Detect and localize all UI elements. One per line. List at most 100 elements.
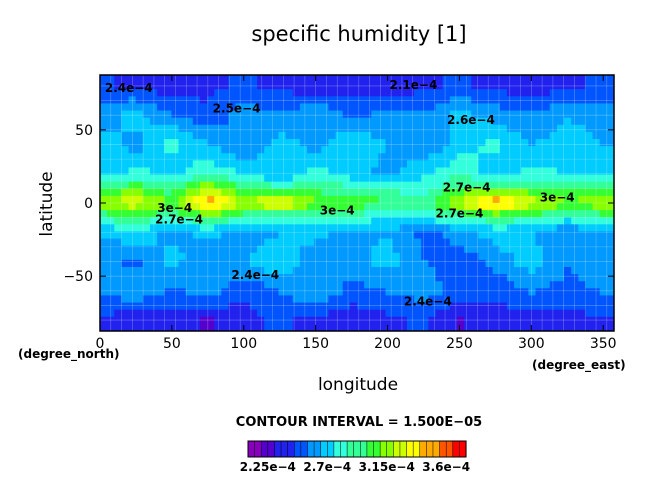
heatmap-cell <box>406 252 415 261</box>
heatmap-cell <box>235 316 244 325</box>
heatmap-cell <box>592 245 601 254</box>
heatmap-cell <box>606 188 615 197</box>
heatmap-cell <box>528 210 536 218</box>
heatmap-cell <box>478 75 486 83</box>
heatmap-cell <box>535 217 544 225</box>
heatmap-cell <box>471 75 479 83</box>
heatmap-cell <box>149 195 158 204</box>
heatmap-cell <box>328 195 336 204</box>
heatmap-cell <box>321 281 329 289</box>
contour-label: 2.4e−4 <box>105 81 153 95</box>
y-axis-ticks: 500−50 <box>63 123 614 285</box>
contour-label: 2.7e−4 <box>155 212 203 226</box>
heatmap-cell <box>492 217 501 225</box>
heatmap-cell <box>571 224 579 232</box>
heatmap-cell <box>142 117 151 126</box>
heatmap-cell <box>228 131 237 140</box>
heatmap-cell <box>414 195 422 204</box>
heatmap-cell <box>314 316 322 325</box>
chart-title: specific humidity [1] <box>251 22 466 46</box>
heatmap-cell <box>349 160 358 168</box>
heatmap-cell <box>328 146 336 154</box>
heatmap-cell <box>271 110 279 119</box>
heatmap-cell <box>235 267 244 275</box>
colorbar-tick-label: 3.15e−4 <box>359 460 415 474</box>
heatmap-cell <box>249 103 258 111</box>
heatmap-cell <box>478 167 486 175</box>
heatmap-cell <box>578 146 586 154</box>
heatmap-cell <box>264 139 272 147</box>
heatmap-cell <box>435 224 444 232</box>
heatmap-cell <box>428 117 436 126</box>
heatmap-cell <box>421 259 429 268</box>
heatmap-cell <box>221 309 229 318</box>
heatmap-cell <box>357 259 365 268</box>
heatmap-cell <box>321 124 329 133</box>
heatmap-cell <box>257 245 265 254</box>
heatmap-cell <box>499 75 508 83</box>
heatmap-cell <box>299 288 308 296</box>
heatmap-cell <box>499 124 508 133</box>
heatmap-cell <box>164 217 172 225</box>
heatmap-cell <box>542 217 551 225</box>
heatmap-cell <box>378 288 386 296</box>
heatmap-cell <box>578 267 586 275</box>
heatmap-cell <box>414 124 422 133</box>
heatmap-cell <box>449 103 458 111</box>
heatmap-cell <box>421 181 429 190</box>
heatmap-cell <box>149 174 158 183</box>
heatmap-cell <box>492 103 501 111</box>
heatmap-cell <box>414 316 422 325</box>
heatmap-cell <box>292 217 301 225</box>
heatmap-cell <box>257 117 265 126</box>
heatmap-cell <box>314 217 322 225</box>
heatmap-cell <box>478 267 486 275</box>
heatmap-cell <box>521 302 529 311</box>
heatmap-cell <box>178 323 187 332</box>
heatmap-cell <box>385 75 394 83</box>
heatmap-cell <box>335 288 344 296</box>
heatmap-cell <box>349 281 358 289</box>
heatmap-cell <box>100 110 108 119</box>
heatmap-cell <box>421 323 429 332</box>
heatmap-cell <box>157 188 165 197</box>
heatmap-cell <box>471 131 479 140</box>
heatmap-cell <box>135 203 144 211</box>
heatmap-cell <box>535 231 544 239</box>
heatmap-cell <box>599 146 608 154</box>
heatmap-cell <box>435 160 444 168</box>
heatmap-cell <box>299 238 308 247</box>
heatmap-cell <box>207 217 215 225</box>
heatmap-cell <box>471 309 479 318</box>
heatmap-cell <box>592 252 601 261</box>
colorbar-swatch <box>353 440 361 458</box>
heatmap-cell <box>100 203 108 211</box>
heatmap-cell <box>221 281 229 289</box>
heatmap-cell <box>199 316 208 325</box>
heatmap-cell <box>235 231 244 239</box>
heatmap-cell <box>485 124 494 133</box>
heatmap-cell <box>100 295 108 303</box>
heatmap-cell <box>449 295 458 303</box>
heatmap-cell <box>299 267 308 275</box>
heatmap-cell <box>357 146 365 154</box>
heatmap-cell <box>564 188 572 197</box>
heatmap-cell <box>392 160 401 168</box>
heatmap-cell <box>207 103 215 111</box>
heatmap-cell <box>278 323 287 332</box>
heatmap-cell <box>199 174 208 183</box>
heatmap-cell <box>535 323 544 332</box>
heatmap-cell <box>149 160 158 168</box>
heatmap-cell <box>578 302 586 311</box>
heatmap-cell <box>214 188 222 197</box>
heatmap-cell <box>385 316 394 325</box>
heatmap-cell <box>142 195 151 204</box>
heatmap-cell <box>335 323 344 332</box>
heatmap-cell <box>357 224 365 232</box>
heatmap-cell <box>142 259 151 268</box>
heatmap-cell <box>399 167 408 175</box>
heatmap-cell <box>378 139 386 147</box>
heatmap-cell <box>257 160 265 168</box>
heatmap-cell <box>499 323 508 332</box>
heatmap-cell <box>549 181 558 190</box>
